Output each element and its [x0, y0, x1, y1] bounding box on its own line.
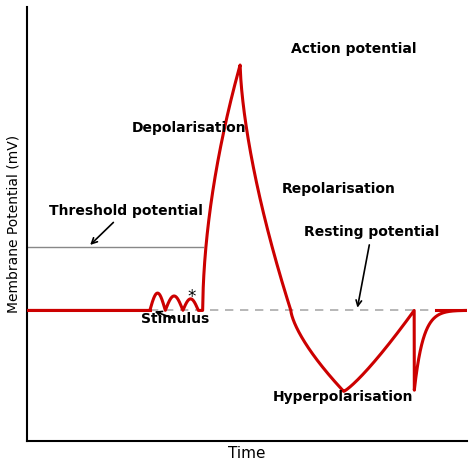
Text: Action potential: Action potential	[291, 42, 416, 56]
Text: Resting potential: Resting potential	[304, 226, 439, 306]
Text: Hyperpolarisation: Hyperpolarisation	[273, 390, 414, 404]
Text: Depolarisation: Depolarisation	[132, 121, 247, 135]
Text: Repolarisation: Repolarisation	[282, 182, 396, 196]
Text: Threshold potential: Threshold potential	[48, 204, 202, 244]
Text: *: *	[188, 287, 196, 306]
Text: Stimulus: Stimulus	[141, 311, 210, 326]
Y-axis label: Membrane Potential (mV): Membrane Potential (mV)	[7, 135, 21, 313]
X-axis label: Time: Time	[228, 446, 265, 461]
